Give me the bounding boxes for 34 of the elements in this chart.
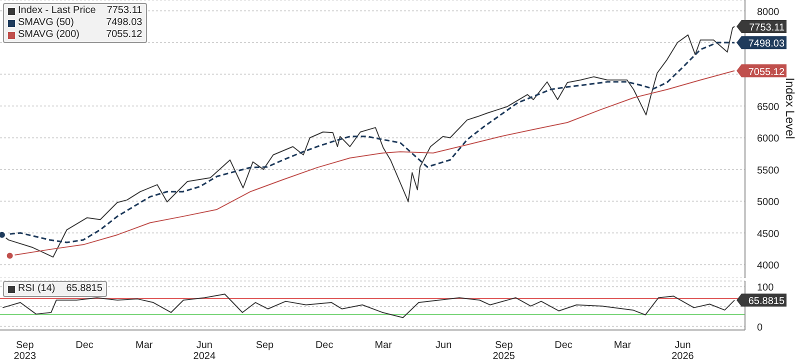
x-tick-label: Sep 2023: [14, 340, 36, 360]
x-tick-label: Sep: [256, 340, 274, 351]
y-tick-label: 5500: [757, 165, 780, 176]
data-label: 7498.03: [748, 38, 785, 50]
y-tick-label: 5000: [757, 197, 780, 208]
x-tick-label: Dec: [315, 340, 334, 351]
y-tick-label: 0: [757, 322, 763, 334]
text: 7498.03: [106, 17, 142, 28]
y-tick-label: 6500: [757, 102, 780, 113]
text: 65.8815: [66, 283, 102, 294]
text: 7753.11: [106, 5, 142, 16]
x-tick-label: Mar: [136, 340, 154, 351]
legend-label: SMAVG (200): [18, 29, 80, 41]
legend-label: RSI (14): [18, 283, 56, 295]
y-tick-label: 100: [757, 282, 774, 294]
x-tick-label: Mar: [614, 340, 632, 351]
text: 7055.12: [106, 29, 142, 40]
data-label: 7753.11: [749, 22, 785, 34]
x-tick-label: Mar: [374, 340, 393, 351]
x-tick-label: Dec: [554, 340, 572, 351]
y-tick-label: 4500: [757, 228, 780, 240]
y-axis-title: Index Level: [782, 78, 797, 139]
data-label: 7055.12: [748, 66, 785, 78]
legend-label: Index - Last Price: [18, 5, 96, 17]
x-tick-label: Sep 2025: [492, 340, 516, 360]
y-tick-label: 8000: [757, 6, 780, 18]
x-tick-label: Jun 2026: [672, 340, 694, 360]
y-tick-label: 6000: [757, 134, 780, 145]
x-tick-label: Jun: [436, 340, 452, 351]
x-tick-label: Dec: [76, 340, 94, 351]
y-tick-label: 4000: [757, 260, 780, 272]
legend-label: SMAVG (50): [18, 17, 74, 29]
data-label: 65.8815: [748, 296, 785, 308]
x-tick-label: Jun 2024: [193, 340, 216, 360]
